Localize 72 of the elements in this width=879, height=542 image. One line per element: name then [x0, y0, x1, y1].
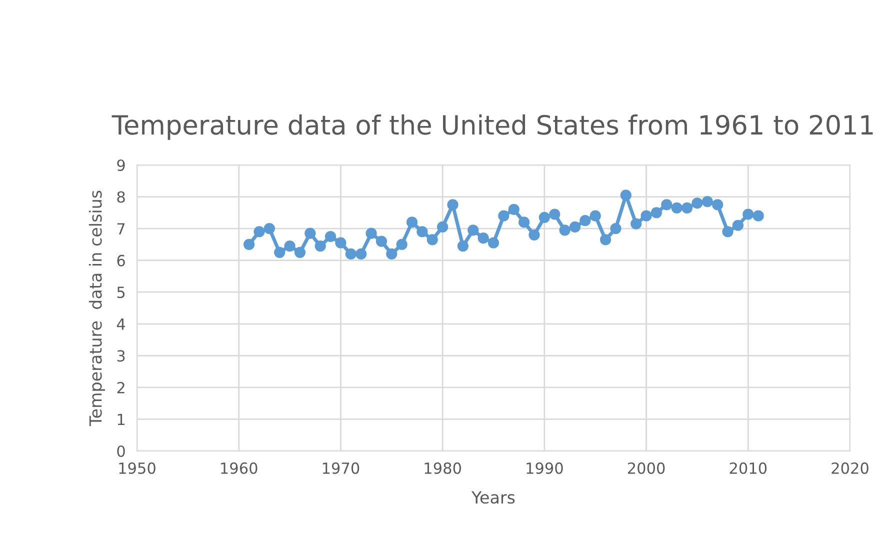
y-tick-label: 4	[116, 318, 126, 330]
point	[243, 238, 255, 250]
x-tick-label: 2020	[832, 462, 868, 474]
point	[752, 210, 764, 222]
point	[274, 246, 286, 258]
point	[468, 224, 479, 236]
point	[620, 190, 632, 201]
x-tick-label: 1950	[119, 462, 156, 474]
point	[498, 210, 510, 222]
point	[538, 212, 550, 223]
x-tick-label: 2000	[628, 462, 665, 474]
point	[324, 230, 336, 242]
point	[406, 216, 418, 228]
y-tick-label: 0	[117, 445, 125, 458]
point	[396, 238, 408, 250]
x-tick-label: 1980	[424, 462, 461, 474]
chart-title: Temperature data of the United States from 1961 to 2011	[112, 114, 873, 140]
y-tick-label: 2	[117, 382, 124, 394]
point	[640, 210, 652, 222]
x-tick-label: 2010	[730, 462, 767, 474]
point	[314, 240, 326, 252]
x-tick-label: 1970	[322, 462, 360, 474]
point	[590, 210, 601, 222]
point	[508, 204, 520, 216]
point	[692, 198, 703, 209]
point	[559, 224, 570, 236]
point	[742, 208, 754, 220]
point	[518, 216, 530, 228]
x-tick-label: 1990	[526, 462, 563, 474]
y-axis-title: Temperature data in celsius	[88, 190, 106, 426]
point	[478, 232, 489, 244]
point	[569, 221, 581, 233]
y-tick-label: 1	[118, 414, 124, 426]
y-tick-label: 3	[117, 350, 125, 362]
point	[264, 223, 275, 234]
point	[294, 246, 306, 258]
point	[702, 196, 713, 208]
y-tick-label: 5	[117, 286, 125, 298]
point	[488, 237, 500, 248]
point	[661, 199, 672, 210]
point	[447, 199, 458, 210]
point	[650, 207, 662, 218]
y-tick-label: 6	[117, 254, 125, 266]
point	[681, 202, 693, 214]
point	[732, 220, 744, 231]
point	[335, 237, 346, 248]
point	[671, 202, 682, 214]
x-tick-label: 1960	[221, 462, 258, 474]
y-tick-label: 9	[117, 159, 125, 172]
point	[345, 248, 356, 260]
point	[580, 215, 591, 226]
point	[712, 199, 724, 210]
point	[416, 226, 428, 238]
point	[437, 221, 448, 233]
point	[549, 208, 560, 220]
point	[630, 218, 642, 230]
y-tick-label: 8	[117, 191, 125, 203]
point	[600, 234, 612, 246]
point	[366, 228, 377, 239]
point	[254, 226, 265, 238]
point	[610, 223, 622, 234]
point	[304, 228, 316, 239]
point	[356, 248, 367, 260]
x-axis-title: Years	[471, 491, 515, 504]
y-tick-label: 7	[117, 223, 125, 234]
point	[376, 236, 388, 247]
point	[722, 226, 734, 238]
point	[528, 229, 540, 240]
point	[386, 248, 398, 260]
point	[426, 234, 438, 246]
point	[284, 240, 296, 252]
point	[457, 240, 468, 252]
